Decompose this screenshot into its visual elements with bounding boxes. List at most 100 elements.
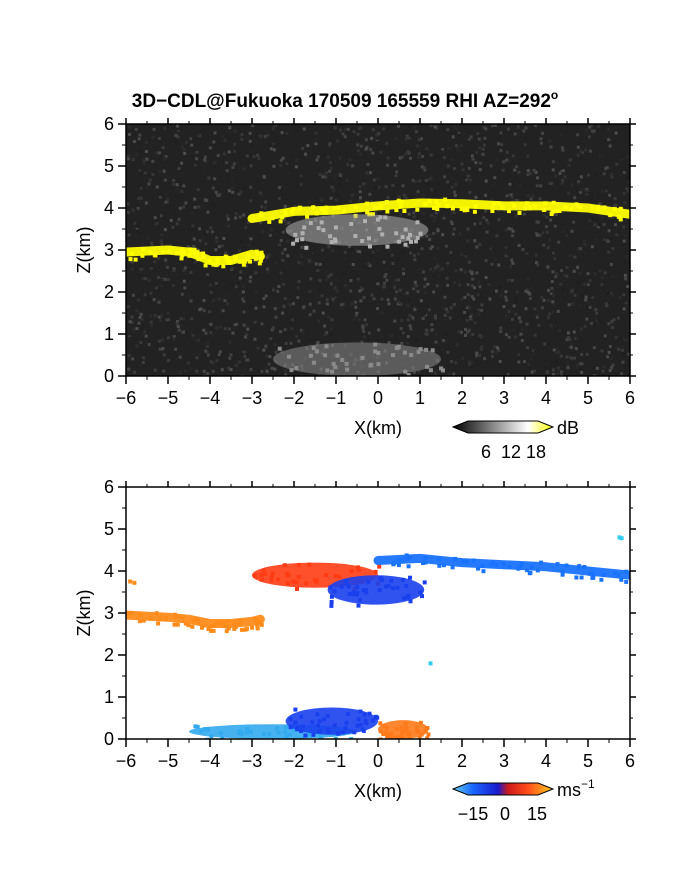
noise-pixel: [172, 337, 176, 341]
noise-pixel: [359, 299, 363, 303]
noise-pixel: [559, 370, 563, 374]
noise-pixel: [215, 359, 219, 363]
noise-pixel: [296, 296, 300, 300]
noise-pixel: [354, 314, 358, 317]
noise-pixel: [401, 184, 405, 188]
noise-pixel: [142, 159, 146, 163]
left-layer-pixel: [255, 626, 260, 631]
left-layer-pixel: [250, 625, 254, 630]
noise-pixel: [595, 319, 599, 323]
noise-pixel: [160, 174, 164, 178]
noise-pixel: [597, 124, 601, 128]
noise-pixel: [351, 263, 355, 266]
upper-warm-core-pixel: [285, 581, 290, 586]
noise-pixel: [354, 300, 357, 304]
noise-pixel: [227, 366, 231, 370]
noise-pixel: [365, 145, 369, 149]
noise-pixel: [180, 292, 184, 296]
noise-pixel: [401, 267, 405, 271]
noise-pixel: [610, 175, 614, 179]
noise-pixel: [183, 266, 187, 270]
noise-pixel: [227, 189, 231, 193]
noise-pixel: [579, 247, 583, 251]
noise-pixel: [249, 237, 253, 241]
noise-pixel: [614, 335, 618, 339]
mid-echo-pixel: [377, 226, 382, 231]
noise-pixel: [195, 157, 199, 161]
noise-pixel: [576, 133, 580, 137]
noise-pixel: [330, 323, 334, 327]
surface-approach-pixel: [276, 730, 281, 735]
noise-pixel: [489, 247, 493, 251]
noise-pixel: [587, 173, 590, 177]
noise-pixel: [556, 372, 559, 376]
noise-pixel: [308, 290, 312, 293]
noise-pixel: [163, 228, 167, 232]
noise-pixel: [423, 277, 427, 281]
noise-pixel: [480, 303, 484, 307]
noise-pixel: [609, 351, 613, 355]
noise-pixel: [576, 145, 580, 149]
upper-layer-pixel: [259, 213, 264, 218]
noise-pixel: [469, 135, 473, 139]
noise-pixel: [566, 366, 570, 370]
noise-pixel: [369, 148, 373, 152]
noise-pixel: [593, 272, 597, 276]
noise-pixel: [262, 175, 266, 179]
noise-pixel: [202, 167, 206, 171]
upper-layer-pixel: [311, 205, 316, 210]
velocity-colorbar-tick: −15: [458, 804, 489, 824]
noise-pixel: [400, 319, 404, 322]
noise-pixel: [192, 237, 196, 241]
noise-pixel: [189, 271, 193, 274]
noise-pixel: [428, 233, 431, 237]
noise-pixel: [504, 246, 508, 250]
noise-pixel: [279, 271, 283, 275]
noise-pixel: [408, 314, 412, 317]
noise-pixel: [551, 270, 555, 274]
noise-pixel: [526, 154, 530, 158]
noise-pixel: [481, 147, 485, 151]
left-layer-pixel: [254, 249, 259, 254]
noise-pixel: [210, 230, 214, 234]
noise-pixel: [362, 182, 366, 186]
noise-pixel: [223, 327, 227, 331]
noise-pixel: [137, 321, 141, 325]
noise-pixel: [558, 329, 562, 332]
noise-pixel: [264, 344, 268, 348]
noise-pixel: [140, 317, 144, 321]
noise-pixel: [412, 211, 416, 215]
noise-pixel: [624, 255, 628, 259]
noise-pixel: [497, 218, 501, 222]
left-layer-pixel: [137, 619, 142, 624]
surface-core-pixel: [344, 720, 349, 725]
noise-pixel: [549, 292, 553, 296]
noise-pixel: [464, 181, 468, 185]
noise-pixel: [242, 215, 246, 219]
noise-pixel: [379, 150, 383, 154]
noise-pixel: [618, 296, 622, 300]
noise-pixel: [436, 264, 440, 268]
noise-pixel: [176, 325, 180, 329]
noise-pixel: [198, 239, 202, 243]
noise-pixel: [605, 304, 609, 308]
upper-layer-pixel: [527, 571, 532, 576]
noise-pixel: [161, 202, 165, 206]
velocity-background: [126, 487, 630, 739]
noise-pixel: [444, 332, 448, 336]
noise-pixel: [157, 169, 161, 173]
noise-pixel: [445, 276, 449, 280]
noise-pixel: [294, 283, 298, 287]
reflectivity-colorbar-tick: 12: [501, 442, 521, 462]
left-layer-pixel: [183, 621, 188, 626]
noise-pixel: [180, 189, 184, 193]
noise-pixel: [607, 350, 611, 354]
noise-pixel: [515, 331, 519, 335]
left-layer-pixel: [179, 250, 184, 255]
noise-pixel: [435, 127, 439, 131]
noise-pixel: [484, 276, 488, 279]
noise-pixel: [144, 201, 148, 205]
mid-echo-pixel: [319, 220, 324, 225]
noise-pixel: [458, 232, 462, 236]
left-layer-pixel: [141, 618, 146, 623]
